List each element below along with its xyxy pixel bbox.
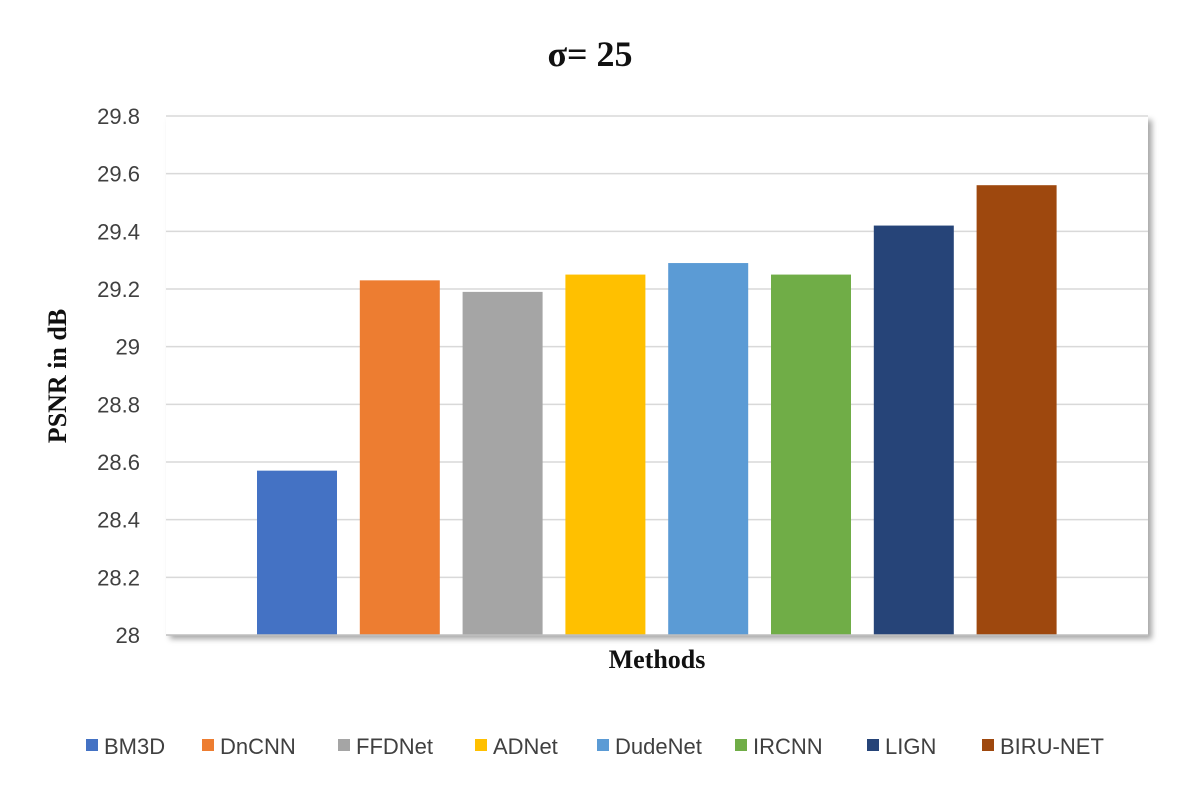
bar-biru-net bbox=[976, 185, 1057, 635]
y-tick-label: 29.8 bbox=[97, 104, 140, 129]
legend-swatch bbox=[982, 739, 994, 751]
y-tick-label: 29.4 bbox=[97, 219, 140, 244]
x-axis-label: Methods bbox=[609, 645, 706, 674]
legend-label: ADNet bbox=[493, 734, 558, 759]
legend-label: FFDNet bbox=[356, 734, 433, 759]
chart-title: σ= 25 bbox=[547, 34, 632, 74]
y-tick-label: 29.2 bbox=[97, 277, 140, 302]
legend-label: DnCNN bbox=[220, 734, 296, 759]
y-axis-label: PSNR in dB bbox=[43, 309, 72, 443]
legend-swatch bbox=[867, 739, 879, 751]
y-tick-label: 28.8 bbox=[97, 392, 140, 417]
legend-swatch bbox=[338, 739, 350, 751]
bar-bm3d bbox=[257, 470, 337, 635]
y-tick-label: 29.6 bbox=[97, 162, 140, 187]
bar-lign bbox=[873, 225, 954, 636]
bar-ircnn bbox=[771, 274, 851, 635]
legend-swatch bbox=[597, 739, 609, 751]
legend-swatch bbox=[475, 739, 487, 751]
y-tick-label: 28 bbox=[116, 623, 140, 648]
y-tick-label: 28.6 bbox=[97, 450, 140, 475]
y-tick-label: 28.2 bbox=[97, 565, 140, 590]
legend-swatch bbox=[86, 739, 98, 751]
bar-ffdnet bbox=[462, 291, 543, 635]
bar-dudenet bbox=[668, 263, 749, 635]
bar-dncnn bbox=[359, 280, 440, 635]
y-tick-label: 28.4 bbox=[97, 508, 140, 533]
legend-label: BM3D bbox=[104, 734, 165, 759]
legend-swatch bbox=[735, 739, 747, 751]
legend-swatch bbox=[202, 739, 214, 751]
y-tick-label: 29 bbox=[116, 335, 140, 360]
legend-label: IRCNN bbox=[753, 734, 823, 759]
legend-label: LIGN bbox=[885, 734, 936, 759]
legend-label: DudeNet bbox=[615, 734, 702, 759]
legend-label: BIRU-NET bbox=[1000, 734, 1104, 759]
bars bbox=[257, 185, 1057, 636]
y-axis-ticks: 28 28.2 28.4 28.6 28.8 29 29.2 29.4 29.6 29.8 bbox=[97, 104, 140, 648]
bar-adnet bbox=[565, 274, 646, 635]
legend: BM3D DnCNN FFDNet ADNet DudeNet IRCNN LIGN BIRU… bbox=[86, 734, 1104, 759]
